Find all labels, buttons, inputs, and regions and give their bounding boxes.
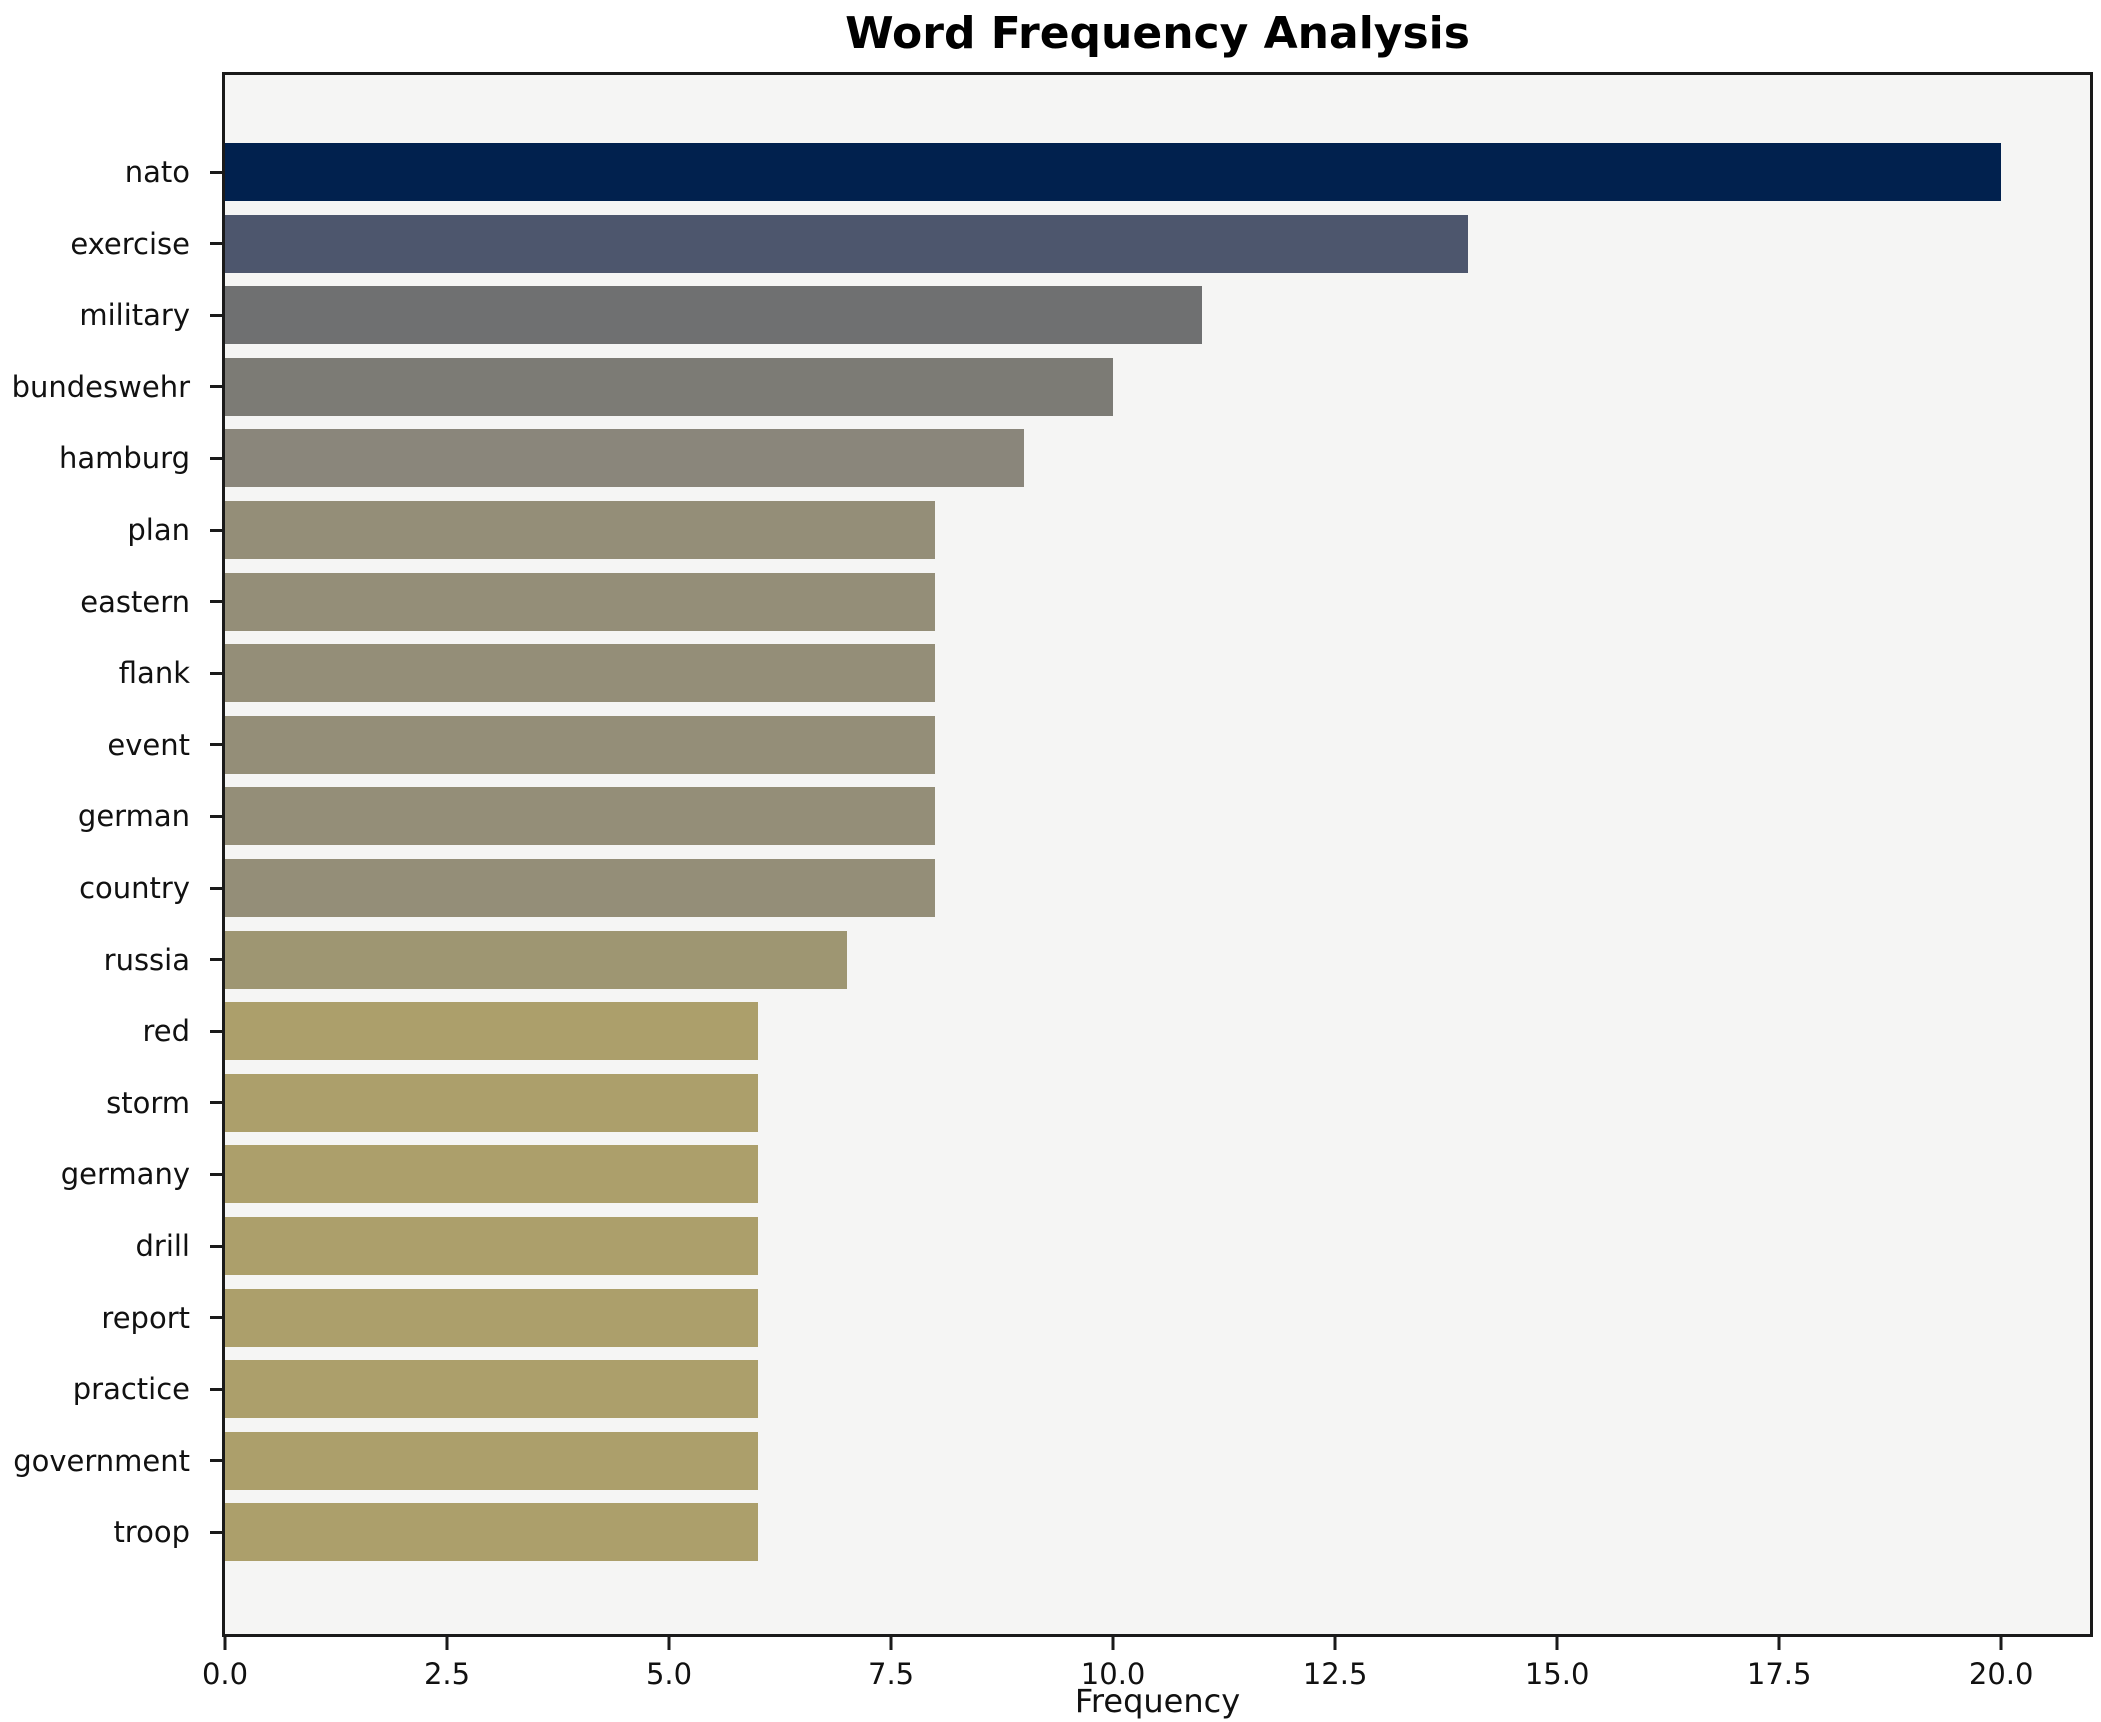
x-tick-label-0.0: 0.0 [201, 1657, 249, 1691]
x-tick-mark-7.5 [889, 1637, 893, 1650]
y-tick-russia [210, 958, 222, 962]
y-tick-red [210, 1029, 222, 1033]
bar-government [225, 1431, 758, 1490]
bar-red [225, 1002, 758, 1061]
y-tick-event [210, 743, 222, 747]
y-label-russia: russia [103, 942, 190, 977]
x-tick-label-2.5: 2.5 [423, 1657, 471, 1691]
x-tick-mark-5.0 [667, 1637, 671, 1650]
y-label-event: event [107, 727, 190, 762]
y-label-government: government [13, 1443, 190, 1478]
x-tick-mark-17.5 [1777, 1637, 1781, 1650]
bar-hamburg [225, 429, 1025, 488]
x-tick-label-17.5: 17.5 [1746, 1657, 1812, 1691]
y-label-troop: troop [113, 1515, 190, 1550]
y-tick-report [210, 1316, 222, 1320]
bar-exercise [225, 214, 1469, 273]
y-tick-german [210, 814, 222, 818]
bar-germany [225, 1145, 758, 1204]
x-tick-label-15.0: 15.0 [1524, 1657, 1590, 1691]
y-label-drill: drill [135, 1229, 190, 1263]
bar-german [225, 787, 936, 846]
y-tick-flank [210, 671, 222, 675]
y-label-report: report [101, 1300, 190, 1335]
bar-military [225, 286, 1202, 345]
y-label-hamburg: hamburg [58, 441, 190, 476]
y-label-country: country [79, 871, 190, 905]
y-label-flank: flank [118, 656, 190, 691]
y-label-eastern: eastern [80, 584, 190, 619]
bar-country [225, 859, 936, 917]
bar-storm [225, 1073, 758, 1132]
y-label-storm: storm [106, 1085, 190, 1120]
x-tick-mark-10.0 [1111, 1637, 1115, 1650]
y-tick-military [210, 313, 222, 317]
bar-practice [225, 1360, 758, 1419]
bar-report [225, 1288, 758, 1347]
x-tick-mark-2.5 [445, 1637, 449, 1650]
y-tick-troop [210, 1530, 222, 1534]
y-label-military: military [79, 298, 190, 333]
y-tick-germany [210, 1172, 222, 1176]
bars-container [225, 75, 2090, 1634]
x-tick-mark-12.5 [1333, 1637, 1337, 1650]
y-label-exercise: exercise [70, 226, 190, 261]
bar-drill [225, 1217, 758, 1275]
y-axis-labels: nato exercise military bundeswehr hamburg pla… [0, 75, 208, 1634]
x-tick-mark-15.0 [1555, 1637, 1559, 1650]
x-tick-mark-0.0 [223, 1637, 227, 1650]
y-label-bundeswehr: bundeswehr [11, 369, 190, 404]
y-tick-eastern [210, 600, 222, 604]
x-axis-title: Frequency [1074, 1682, 1241, 1720]
x-tick-label-10.0: 10.0 [1080, 1657, 1146, 1691]
x-tick-label-20.0: 20.0 [1968, 1657, 2034, 1691]
y-label-german: german [77, 799, 190, 834]
bar-event [225, 715, 936, 774]
bar-troop [225, 1503, 758, 1562]
y-label-plan: plan [127, 513, 190, 547]
y-tick-government [210, 1459, 222, 1463]
y-tick-nato [210, 170, 222, 174]
y-label-nato: nato [124, 155, 190, 189]
y-tick-storm [210, 1101, 222, 1105]
y-label-red: red [142, 1014, 190, 1049]
bar-russia [225, 930, 847, 989]
x-tick-label-7.5: 7.5 [868, 1657, 915, 1691]
y-tick-exercise [210, 242, 222, 246]
y-tick-plan [210, 528, 222, 532]
y-label-practice: practice [72, 1372, 190, 1407]
bar-flank [225, 644, 936, 703]
y-tick-hamburg [210, 456, 222, 460]
bar-nato [225, 143, 2002, 201]
x-axis: 0.0 2.5 5.0 7.5 10.0 12.5 15.0 17.5 20.0 [202, 1637, 2090, 1717]
x-tick-label-5.0: 5.0 [645, 1657, 693, 1691]
plot-area [222, 72, 2093, 1637]
y-tick-country [210, 886, 222, 890]
bar-bundeswehr [225, 357, 1114, 416]
y-label-germany: germany [60, 1157, 190, 1192]
bar-plan [225, 501, 936, 559]
y-tick-practice [210, 1387, 222, 1391]
x-tick-label-12.5: 12.5 [1302, 1657, 1368, 1691]
chart-title: Word Frequency Analysis [845, 8, 1470, 59]
bar-eastern [225, 572, 936, 631]
y-tick-drill [210, 1244, 222, 1248]
x-tick-mark-20.0 [1999, 1637, 2003, 1650]
y-tick-bundeswehr [210, 385, 222, 389]
